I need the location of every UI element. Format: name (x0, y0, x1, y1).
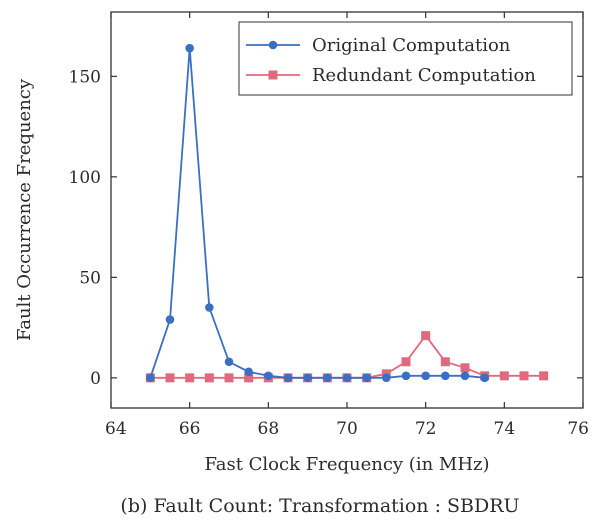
data-point (342, 373, 352, 383)
y-tick-label: 100 (69, 168, 101, 188)
data-point (205, 303, 214, 312)
legend-label-original: Original Computation (312, 35, 511, 56)
data-point (165, 373, 175, 383)
data-point (401, 357, 411, 367)
data-point (362, 373, 371, 383)
legend-marker-original (268, 40, 278, 50)
series-layer (145, 43, 549, 383)
data-point (244, 367, 253, 377)
x-axis-label: Fast Clock Frequency (in MHz) (204, 454, 489, 475)
x-axis: 64 66 68 70 72 74 76 (105, 12, 589, 439)
x-tick-label: 72 (415, 419, 437, 439)
data-point (165, 315, 175, 324)
data-point (382, 373, 391, 383)
x-tick-label: 74 (494, 419, 516, 439)
y-tick-label: 50 (79, 268, 101, 288)
data-point (283, 373, 293, 383)
data-point (303, 373, 312, 383)
data-point (323, 373, 332, 383)
legend-box (238, 21, 573, 96)
figure-caption: (b) Fault Count: Transformation : SBDRU (120, 495, 519, 517)
data-point (539, 371, 549, 381)
data-point (204, 373, 214, 383)
data-point (460, 363, 470, 373)
data-point (224, 357, 234, 367)
y-axis: 0 50 100 150 (69, 67, 583, 389)
y-tick-label: 0 (90, 369, 101, 389)
data-point (480, 373, 489, 383)
series-line (149, 47, 485, 379)
data-point (460, 371, 470, 381)
data-point (264, 371, 273, 381)
data-point (519, 371, 529, 381)
data-point (185, 373, 195, 383)
x-tick-label: 76 (567, 419, 589, 439)
x-tick-label: 64 (105, 419, 127, 439)
data-point (421, 331, 431, 341)
x-tick-label: 70 (336, 419, 358, 439)
data-point (224, 373, 234, 383)
data-point (244, 373, 254, 383)
x-tick-label: 68 (258, 419, 280, 439)
data-point (421, 371, 430, 381)
legend-label-redundant: Redundant Computation (312, 65, 536, 86)
data-point (185, 43, 194, 53)
y-tick-label: 150 (69, 67, 101, 87)
x-tick-label: 66 (179, 419, 201, 439)
data-point (401, 371, 411, 381)
data-point (441, 371, 450, 381)
legend-marker-redundant (268, 70, 278, 80)
data-point (440, 357, 450, 367)
series-original (146, 43, 489, 383)
data-point (499, 371, 509, 381)
data-point (146, 373, 155, 383)
y-axis-label: Fault Occurrence Frequency (14, 78, 35, 341)
legend: Original Computation Redundant Computati… (238, 21, 573, 96)
